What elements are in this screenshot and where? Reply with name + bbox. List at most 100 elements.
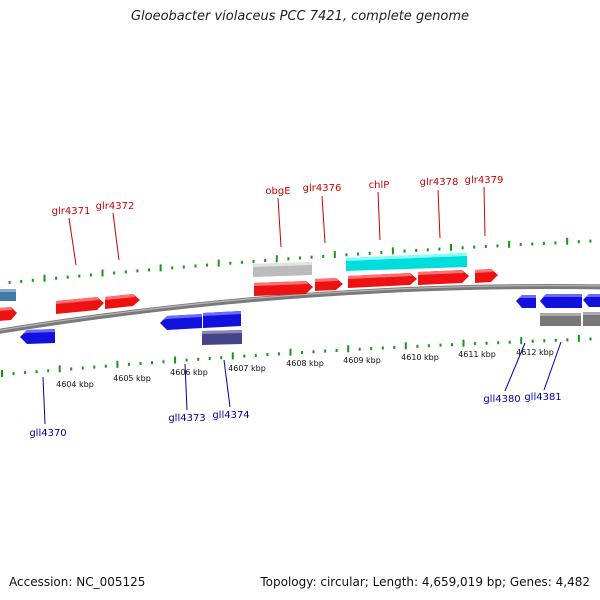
leader-gll4370 [42, 376, 46, 425]
label-leader-lines [42, 186, 562, 425]
scale-tick-major [43, 274, 46, 282]
gene-feature-edge-steel[interactable] [0, 289, 16, 301]
scale-tick-minor [127, 362, 130, 366]
scale-tick-minor [171, 266, 174, 270]
gene-gll4373-b[interactable] [203, 311, 241, 328]
scale-tick-minor [439, 343, 442, 347]
gene-label-glr4376[interactable]: glr4376 [303, 183, 342, 194]
reverse-gene-labels: gll4370 gll4373 gll4374 gll4380 gll4381 [29, 392, 561, 439]
scale-tick-minor [368, 251, 371, 255]
gene-label-gll4374[interactable]: gll4374 [212, 410, 249, 421]
gene-label-chlP[interactable]: chlP [369, 180, 390, 191]
leader-glr4372 [112, 212, 120, 261]
scale-tick-major [508, 240, 511, 248]
gene-glr4378[interactable] [418, 270, 469, 285]
gene-gll4381[interactable] [540, 294, 582, 308]
scale-tick-major [520, 337, 523, 345]
gene-label-gll4373[interactable]: gll4373 [168, 413, 205, 424]
scale-tick-minor [531, 339, 534, 343]
scale-tick-minor [381, 346, 384, 350]
scale-tick-minor [35, 370, 38, 374]
gene-obgE[interactable] [254, 281, 313, 296]
topology-text: Topology: circular; Length: 4,659,019 bp… [260, 575, 590, 589]
scale-tick-minor [220, 356, 223, 360]
gene-gll4374[interactable] [202, 330, 242, 345]
scale-tick-major [116, 360, 119, 368]
scale-tick-minor [104, 364, 107, 368]
scale-tick-minor [335, 349, 338, 352]
kbp-label-4606: 4606 kbp [170, 368, 208, 377]
genome-title: Gloeobacter violaceus PCC 7421, complete… [130, 9, 470, 24]
inner-tick-track [1, 334, 592, 377]
gene-label-glr4378[interactable]: glr4378 [420, 177, 459, 188]
accession-text: Accession: NC_005125 [9, 575, 146, 589]
kbp-label-4611: 4611 kbp [458, 350, 496, 359]
scale-tick-minor [31, 278, 34, 282]
scale-tick-major [450, 243, 452, 251]
scale-tick-minor [266, 353, 269, 357]
scale-tick-minor [185, 358, 188, 362]
gene-gll4381-gray[interactable] [540, 313, 581, 326]
scale-tick-major [391, 247, 394, 255]
scale-tick-minor [554, 338, 557, 342]
scale-tick-minor [70, 367, 73, 371]
gene-feature-right-edge[interactable] [583, 294, 600, 307]
gene-glr4372[interactable] [105, 294, 140, 309]
kbp-label-4612: 4612 kbp [516, 348, 554, 357]
scale-tick-minor [206, 263, 209, 267]
scale-tick-minor [519, 243, 522, 247]
scale-tick-minor [566, 338, 569, 342]
gene-glr4379[interactable] [475, 269, 498, 283]
scale-tick-minor [47, 369, 50, 373]
scale-tick-minor [124, 270, 127, 274]
scale-tick-minor [264, 259, 267, 262]
scale-tick-minor [485, 341, 488, 345]
scale-tick-minor [113, 271, 116, 275]
kbp-label-4608: 4608 kbp [286, 359, 324, 368]
scale-tick-major [58, 365, 61, 373]
scale-tick-minor [78, 274, 81, 278]
gene-glr4371[interactable] [56, 297, 104, 314]
scale-tick-minor [136, 269, 139, 273]
scale-tick-minor [380, 251, 383, 255]
scale-tick-minor [427, 344, 430, 348]
kbp-label-4610: 4610 kbp [401, 353, 439, 362]
scale-tick-major [566, 237, 569, 245]
scale-tick-major [217, 259, 220, 267]
gene-label-glr4379[interactable]: glr4379 [465, 175, 504, 186]
gene-label-gll4370[interactable]: gll4370 [29, 428, 66, 439]
gene-gray-right-edge[interactable] [583, 312, 600, 326]
scale-tick-minor [577, 240, 580, 244]
scale-tick-minor [254, 353, 257, 357]
gene-label-glr4372[interactable]: glr4372 [96, 201, 135, 212]
gene-chlP-rna[interactable] [346, 253, 467, 271]
scale-tick-minor [197, 357, 200, 361]
leader-gll4374 [223, 359, 231, 408]
scale-tick-major [231, 352, 234, 360]
scale-tick-minor [324, 349, 327, 353]
gene-gll4370[interactable] [20, 329, 55, 344]
gene-label-gll4380[interactable]: gll4380 [483, 394, 520, 405]
leader-gll4373 [184, 363, 188, 411]
gene-feature-edge-red[interactable] [0, 307, 17, 321]
gene-chlP[interactable] [348, 273, 417, 288]
chromosome-backbone [0, 284, 600, 334]
scale-tick-minor [589, 239, 592, 243]
scale-tick-minor [24, 371, 27, 375]
scale-tick-major [174, 356, 177, 364]
gene-gll4373[interactable] [160, 314, 202, 330]
scale-tick-major [1, 370, 3, 377]
forward-gene-labels: glr4371 glr4372 obgE glr4376 chlP glr437… [52, 175, 504, 217]
gene-obgE-gray[interactable] [253, 262, 312, 277]
outer-tick-track [8, 237, 592, 284]
kbp-label-4605: 4605 kbp [113, 374, 151, 383]
gene-glr4376[interactable] [315, 278, 343, 291]
leader-glr4378 [437, 189, 441, 239]
gene-label-gll4381[interactable]: gll4381 [524, 392, 561, 403]
leader-obgE [277, 197, 282, 248]
scale-tick-minor [277, 352, 280, 356]
gene-label-glr4371[interactable]: glr4371 [52, 206, 91, 217]
gene-label-obgE[interactable]: obgE [265, 186, 290, 197]
gene-gll4380[interactable] [516, 295, 536, 308]
scale-tick-major [577, 334, 580, 342]
